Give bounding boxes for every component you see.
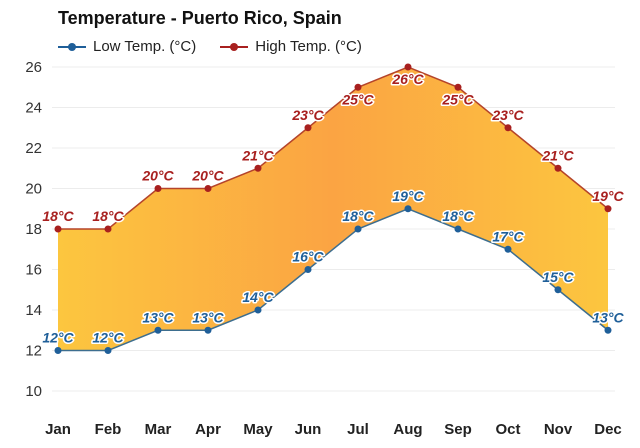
high-temp-point[interactable] xyxy=(304,124,312,132)
y-tick-label: 14 xyxy=(25,302,42,319)
high-temp-point[interactable] xyxy=(554,164,562,172)
low-temp-point[interactable] xyxy=(604,326,612,334)
temperature-range-area xyxy=(58,67,608,351)
low-temp-label: 15°C xyxy=(542,269,574,285)
high-temp-label: 20°C xyxy=(141,168,174,184)
low-temp-label: 12°C xyxy=(92,330,124,346)
low-temp-point[interactable] xyxy=(404,205,412,213)
legend-item-low[interactable]: Low Temp. (°C) xyxy=(58,38,196,55)
high-temp-label: 21°C xyxy=(241,147,274,163)
high-temp-label: 26°C xyxy=(391,71,424,87)
high-temp-label: 23°C xyxy=(291,107,324,123)
low-temp-label: 17°C xyxy=(492,228,524,244)
y-tick-label: 12 xyxy=(25,343,42,360)
y-tick-label: 16 xyxy=(25,262,42,279)
x-tick-label: Apr xyxy=(195,421,221,438)
legend-label-low: Low Temp. (°C) xyxy=(93,38,197,55)
low-temp-point[interactable] xyxy=(154,326,162,334)
high-temp-label: 25°C xyxy=(441,91,474,107)
low-temp-point[interactable] xyxy=(204,326,212,334)
x-tick-label: Dec xyxy=(594,421,622,438)
high-temp-point[interactable] xyxy=(254,164,262,172)
x-tick-label: Oct xyxy=(495,421,520,438)
high-temp-label: 19°C xyxy=(592,188,624,204)
y-tick-label: 22 xyxy=(25,140,42,157)
x-tick-label: May xyxy=(243,421,273,438)
y-tick-label: 18 xyxy=(25,221,42,238)
y-tick-label: 24 xyxy=(25,100,42,117)
low-temp-label: 16°C xyxy=(292,249,324,265)
x-tick-label: Aug xyxy=(393,421,422,438)
low-temp-label: 14°C xyxy=(242,289,274,305)
low-temp-point[interactable] xyxy=(354,225,362,233)
high-temp-point[interactable] xyxy=(54,225,62,233)
y-tick-label: 10 xyxy=(25,383,42,400)
x-tick-label: Jun xyxy=(295,421,322,438)
high-temp-label: 21°C xyxy=(541,147,574,163)
high-temp-line xyxy=(58,66,609,230)
high-temp-label: 23°C xyxy=(491,107,524,123)
high-temp-point[interactable] xyxy=(404,63,412,71)
high-temp-point[interactable] xyxy=(454,83,462,91)
low-temp-label: 18°C xyxy=(342,208,374,224)
x-tick-label: Jan xyxy=(45,421,71,438)
x-tick-label: Jul xyxy=(347,421,369,438)
low-temp-label: 13°C xyxy=(142,309,174,325)
low-temp-point[interactable] xyxy=(54,347,62,354)
low-temp-label: 13°C xyxy=(192,309,224,325)
high-temp-label: 18°C xyxy=(42,208,74,224)
high-temp-label: 18°C xyxy=(92,208,124,224)
low-temp-label: 12°C xyxy=(42,330,74,346)
x-tick-label: Nov xyxy=(544,421,573,438)
high-temp-point[interactable] xyxy=(354,83,362,91)
low-temp-point[interactable] xyxy=(504,245,512,253)
low-temp-line xyxy=(58,207,609,352)
low-temp-point[interactable] xyxy=(104,347,112,354)
chart-title: Temperature - Puerto Rico, Spain xyxy=(58,8,342,28)
legend-label-high: High Temp. (°C) xyxy=(255,38,362,55)
high-temp-label: 20°C xyxy=(191,168,224,184)
low-temp-point[interactable] xyxy=(454,225,462,233)
low-temp-label: 18°C xyxy=(442,208,474,224)
high-temp-point[interactable] xyxy=(204,185,212,192)
x-tick-label: Feb xyxy=(95,421,122,438)
low-temp-point[interactable] xyxy=(554,286,562,294)
high-temp-point[interactable] xyxy=(504,124,512,132)
x-tick-label: Sep xyxy=(444,421,472,438)
low-temp-point[interactable] xyxy=(254,306,262,314)
high-temp-label: 25°C xyxy=(341,91,374,107)
high-temp-point[interactable] xyxy=(154,185,162,192)
low-temp-label: 19°C xyxy=(392,188,424,204)
low-line-marker-icon xyxy=(58,42,86,52)
legend: Low Temp. (°C) High Temp. (°C) xyxy=(58,38,386,55)
low-temp-label: 13°C xyxy=(592,309,624,325)
high-temp-point[interactable] xyxy=(604,205,612,213)
legend-item-high[interactable]: High Temp. (°C) xyxy=(220,38,362,55)
high-line-marker-icon xyxy=(220,42,249,52)
x-tick-label: Mar xyxy=(145,421,172,438)
high-temp-point[interactable] xyxy=(104,225,112,233)
y-tick-label: 26 xyxy=(25,59,42,76)
low-temp-point[interactable] xyxy=(304,266,312,273)
y-tick-label: 20 xyxy=(25,181,42,198)
